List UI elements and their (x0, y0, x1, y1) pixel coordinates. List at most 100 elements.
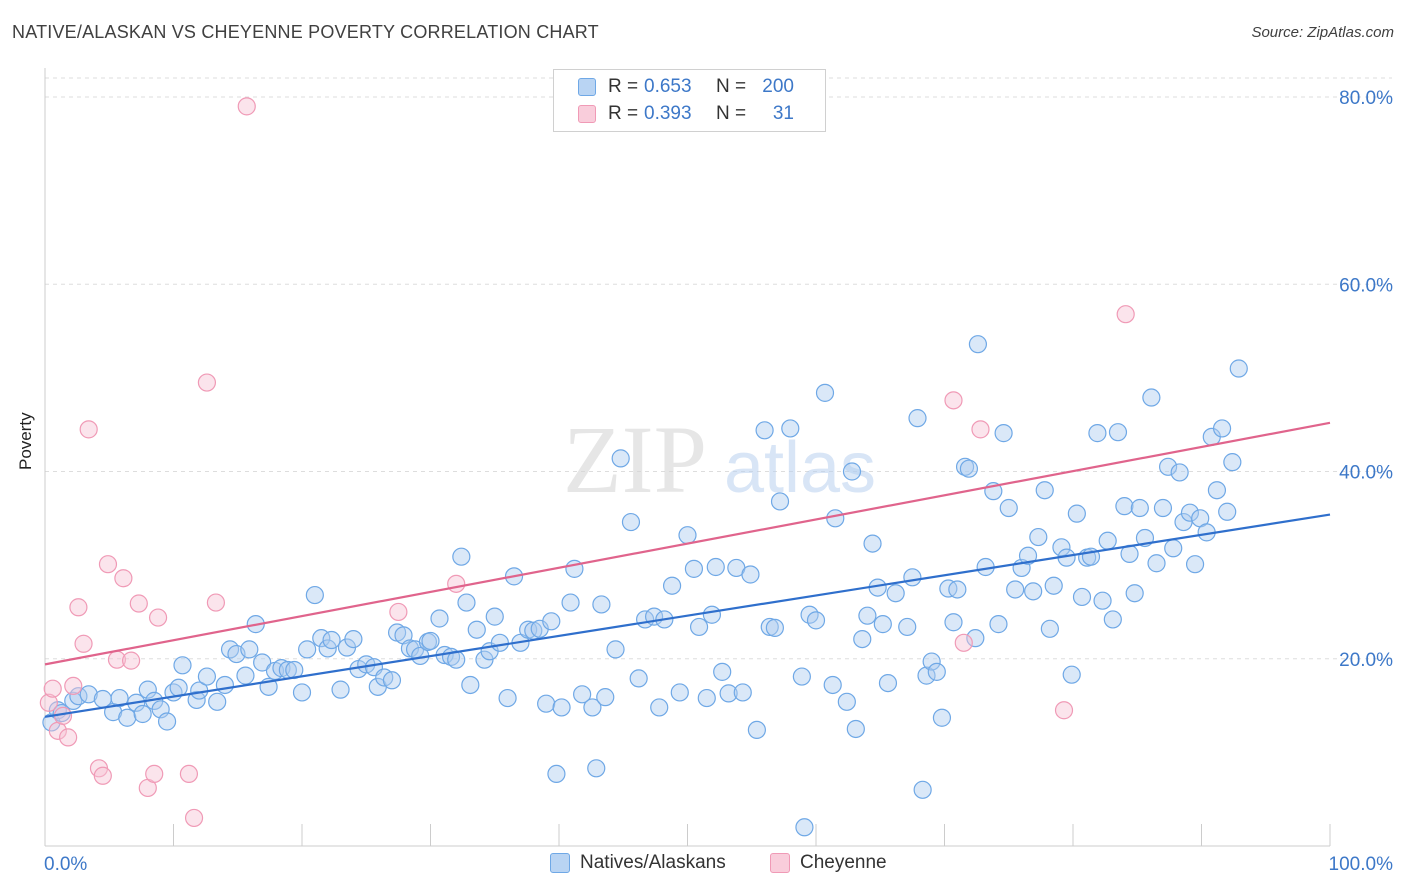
data-point (1180, 503, 1200, 522)
data-point (886, 584, 905, 603)
data-point (781, 419, 800, 438)
data-point (863, 534, 882, 553)
data-point (689, 617, 709, 637)
legend-n-label: N = (716, 76, 747, 97)
data-point (815, 383, 835, 402)
data-point (932, 708, 952, 727)
data-point (760, 617, 779, 637)
data-point (1029, 527, 1048, 547)
data-point (806, 611, 826, 630)
data-point (837, 692, 856, 711)
data-point (678, 526, 697, 545)
data-point (461, 675, 480, 695)
data-point (853, 629, 872, 649)
data-point (823, 675, 842, 695)
data-point (1212, 419, 1232, 438)
data-point (1035, 481, 1054, 500)
correlation-legend: R = 0.653 N = 200 R = 0.393 N = 31 (553, 69, 826, 132)
data-point (121, 651, 141, 670)
data-point (706, 557, 725, 577)
trend-line-cheyenne (44, 421, 1331, 666)
data-point (989, 615, 1008, 634)
bottom-legend-cheyenne: Cheyenne (770, 852, 887, 874)
legend-r-label: R = (608, 76, 639, 97)
data-point (1218, 502, 1237, 521)
data-point (382, 671, 402, 690)
data-point (917, 666, 936, 685)
y-tick-label: 60.0% (1339, 275, 1393, 296)
data-point (1158, 457, 1178, 476)
data-point (133, 704, 152, 724)
data-point (1115, 497, 1134, 516)
data-point (1062, 665, 1081, 684)
data-point (650, 698, 669, 717)
data-point (1130, 498, 1149, 518)
y-tick-label: 80.0% (1339, 88, 1393, 109)
data-point (389, 602, 408, 622)
data-point (606, 640, 625, 659)
data-point (394, 626, 413, 645)
legend-swatch-natives (578, 78, 596, 96)
data-point (110, 688, 129, 708)
data-point (1044, 576, 1063, 595)
legend-r-value: 0.393 (644, 103, 692, 124)
data-point (1170, 463, 1189, 482)
data-point (208, 692, 227, 711)
data-point (948, 580, 967, 599)
data-point (485, 607, 504, 626)
data-point (1098, 531, 1117, 550)
data-point (1147, 554, 1166, 573)
data-point (542, 612, 561, 631)
data-point (1229, 359, 1248, 378)
data-point (79, 685, 98, 704)
data-point (1142, 388, 1161, 407)
data-point (98, 555, 118, 574)
data-point (592, 595, 611, 614)
data-point (959, 459, 979, 478)
data-point (114, 569, 133, 588)
data-point (547, 764, 566, 784)
data-point (1067, 504, 1086, 523)
data-point (944, 613, 963, 632)
data-point (858, 606, 877, 625)
data-point (457, 593, 476, 612)
data-point (927, 662, 946, 681)
data-point (447, 574, 466, 593)
trend-lines (44, 421, 1331, 718)
legend-n-label: N = (716, 103, 747, 124)
data-point (741, 565, 760, 584)
data-point (1093, 591, 1112, 610)
data-point (908, 409, 927, 428)
data-point (573, 685, 592, 704)
legend-n-value: 200 (762, 76, 794, 97)
data-point (922, 652, 941, 671)
data-point (621, 512, 641, 532)
data-point (206, 593, 226, 612)
data-point (966, 629, 985, 648)
data-point (1185, 555, 1205, 574)
data-point (237, 97, 256, 116)
y-tick-label: 20.0% (1339, 650, 1393, 671)
tick-labels: 20.0% 40.0% 60.0% 80.0% 0.0% 100.0% (44, 88, 1393, 875)
data-point (1207, 481, 1227, 500)
data-point (331, 680, 350, 699)
data-point (1024, 582, 1043, 601)
data-point (344, 629, 363, 649)
data-point (971, 420, 990, 439)
data-point (93, 766, 112, 785)
data-point (1040, 619, 1059, 638)
data-point (1153, 498, 1173, 518)
data-point (467, 620, 486, 639)
data-point (795, 818, 814, 837)
data-point (253, 653, 272, 672)
data-point (662, 576, 682, 595)
data-point (826, 509, 845, 528)
data-point (670, 683, 689, 702)
data-point (1108, 423, 1128, 442)
data-point (490, 633, 509, 652)
data-point (954, 633, 973, 652)
data-point (968, 335, 988, 354)
data-point (747, 720, 766, 740)
data-point (197, 667, 217, 686)
